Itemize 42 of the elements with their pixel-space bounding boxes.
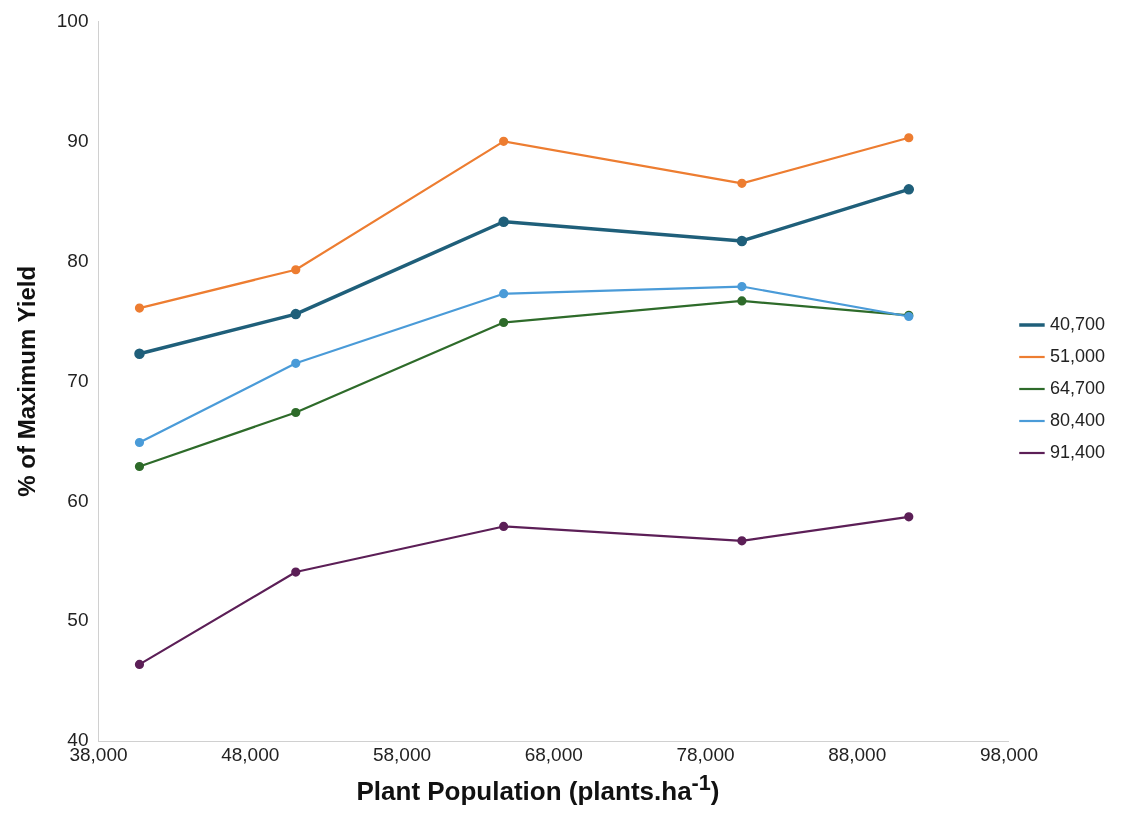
point: [499, 521, 509, 532]
x-tick-label: 88,000: [828, 743, 887, 765]
y-tick-label: 100: [56, 9, 89, 31]
x-tick-label: 58,000: [372, 743, 432, 765]
point: [291, 265, 301, 275]
point: [737, 178, 747, 188]
point: [499, 317, 509, 328]
point: [134, 437, 145, 448]
point: [737, 536, 747, 546]
legend-label: 80,400: [1049, 409, 1106, 430]
y-tick-label: 70: [67, 369, 89, 391]
legend-label: 64,700: [1049, 377, 1106, 398]
point: [291, 567, 301, 577]
point: [134, 461, 145, 472]
x-tick-label: 98,000: [979, 743, 1039, 765]
point: [904, 512, 914, 522]
point: [903, 184, 915, 195]
point: [134, 303, 145, 313]
x-tick-label: 48,000: [221, 743, 280, 765]
point: [498, 216, 509, 227]
point: [904, 133, 914, 143]
point: [134, 348, 145, 359]
y-axis-title: % of Maximum Yield: [13, 265, 41, 497]
x-tick-label: 78,000: [676, 743, 735, 765]
point: [737, 281, 747, 292]
legend-label: 51,000: [1049, 345, 1106, 366]
y-tick-label: 60: [67, 489, 89, 511]
x-tick-label: 68,000: [524, 743, 583, 765]
point: [290, 308, 302, 320]
point: [737, 296, 747, 306]
point: [499, 136, 509, 146]
y-tick-label: 80: [67, 249, 89, 271]
point: [499, 289, 509, 299]
point: [291, 358, 301, 368]
x-axis-title: Plant Population (plants.ha$^{-1}$): [355, 770, 721, 807]
legend-label: 91,400: [1049, 441, 1106, 462]
y-tick-label: 90: [67, 129, 89, 151]
point: [134, 659, 145, 670]
point: [736, 235, 748, 247]
point: [291, 407, 301, 418]
y-tick-label: 50: [67, 609, 89, 631]
legend-label: 40,700: [1049, 313, 1106, 334]
